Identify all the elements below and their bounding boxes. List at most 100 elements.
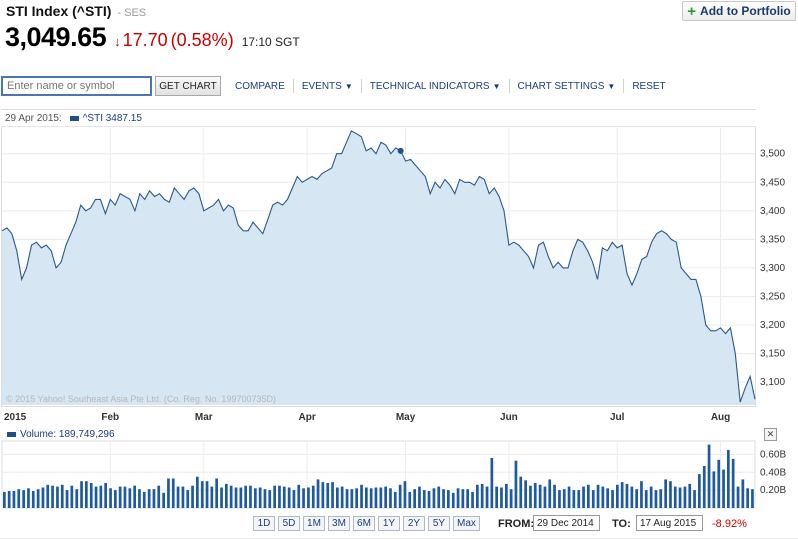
volume-bar [591,490,595,508]
volume-bar [659,489,663,508]
price-line [1,130,756,403]
volume-bar [51,485,54,508]
volume-bar [278,485,281,508]
volume-bar [220,487,223,508]
change-value: 17.70 [122,30,168,50]
range-button-1m[interactable]: 1M [303,516,325,531]
y-tick-label: 3,250 [760,291,785,302]
x-tick-label: Aug [711,412,730,423]
volume-bar [152,489,156,508]
volume-bar [611,490,614,508]
caret-down-icon: ▼ [344,81,353,91]
x-tick-label: Jul [610,412,625,423]
volume-bar [287,487,291,508]
volume-bar [114,490,117,508]
volume-bar [538,484,542,508]
from-date-input[interactable] [533,515,600,531]
down-arrow-icon: ↓ [114,34,121,49]
volume-bar [413,489,416,508]
volume-frame [1,440,756,509]
chart-toolbar: GET CHART COMPARE EVENTS▼ TECHNICAL INDI… [0,73,798,99]
volume-bar [176,486,180,508]
volume-bar [307,487,310,508]
hover-point[interactable] [397,147,404,154]
add-to-portfolio-button[interactable]: + Add to Portfolio [682,1,796,21]
volume-value: Volume: 189,749,296 [20,428,115,440]
volume-bar [746,488,749,508]
volume-bar [210,486,214,508]
range-change: -8.92% [712,518,747,530]
range-button-6m[interactable]: 6M [353,516,375,531]
range-button-5d[interactable]: 5D [278,516,300,531]
y-tick-label: 3,400 [760,206,785,217]
volume-bar [616,484,619,508]
range-button-5y[interactable]: 5Y [428,516,450,531]
chart-legend: 29 Apr 2015: ^STI 3487.15 [1,110,756,127]
volume-bar [673,486,677,508]
symbol-search-input[interactable] [1,76,152,96]
volume-bar [311,485,315,508]
volume-bar [128,488,132,508]
volume-bar [596,484,600,508]
volume-bar [447,490,450,508]
y-tick-label: 0.60B [760,449,786,460]
volume-bar [229,485,233,508]
volume-bar [548,479,552,508]
volume-bar [7,491,11,508]
volume-bar [167,478,170,508]
volume-chart[interactable]: 0.20B 0.40B 0.60B [0,427,798,511]
volume-bar [355,488,358,508]
volume-bar [200,481,204,508]
volume-bar [36,489,40,508]
volume-bar [196,476,199,508]
range-button-1d[interactable]: 1D [253,516,275,531]
last-price: 3,049.65 [5,22,107,52]
volume-bar [239,487,243,508]
get-chart-button[interactable]: GET CHART [155,76,221,96]
series-swatch [69,115,79,121]
price-chart[interactable]: 3,100 3,150 3,200 3,250 3,300 3,350 3,400 3,450… [0,108,798,426]
range-button-1y[interactable]: 1Y [378,516,400,531]
volume-bar [384,486,387,508]
to-label: TO: [612,518,631,530]
volume-bar [456,488,460,508]
volume-bar [99,485,103,508]
plus-icon: + [687,2,697,20]
volume-bar [12,491,16,508]
volume-bar [398,484,402,508]
range-button-2y[interactable]: 2Y [403,516,425,531]
y-tick-label: 3,450 [760,177,785,188]
volume-bar [22,490,25,508]
close-icon[interactable]: ✕ [764,428,777,441]
volume-bar [321,482,325,508]
chart-settings-menu[interactable]: CHART SETTINGS ▼ [510,79,625,93]
volume-bar [89,483,93,508]
volume-bar [326,483,330,508]
reset-button[interactable]: RESET [624,79,673,93]
volume-bar [649,486,653,508]
y-tick-label: 3,300 [760,263,785,274]
volume-bar [109,488,112,508]
y-tick-label: 3,350 [760,234,785,245]
volume-bar [432,488,436,508]
volume-bar [698,474,701,508]
volume-bar [336,487,339,508]
volume-bar [505,483,508,508]
volume-bar [379,487,383,508]
range-button-3m[interactable]: 3M [328,516,350,531]
x-tick-label: Jun [500,412,518,423]
volume-bar [635,489,638,508]
chart-settings-label: CHART SETTINGS [517,80,605,92]
range-button-max[interactable]: Max [453,516,480,531]
volume-bar [254,488,257,508]
volume-bar [118,486,122,508]
volume-bar [360,484,363,508]
technical-indicators-menu[interactable]: TECHNICAL INDICATORS ▼ [362,79,510,93]
volume-bar [340,486,344,508]
to-date-input[interactable] [636,515,703,531]
compare-button[interactable]: COMPARE [227,79,294,93]
volume-bar [104,483,107,508]
volume-bar [422,490,426,508]
volume-bar [722,469,725,508]
events-menu[interactable]: EVENTS ▼ [294,79,362,93]
